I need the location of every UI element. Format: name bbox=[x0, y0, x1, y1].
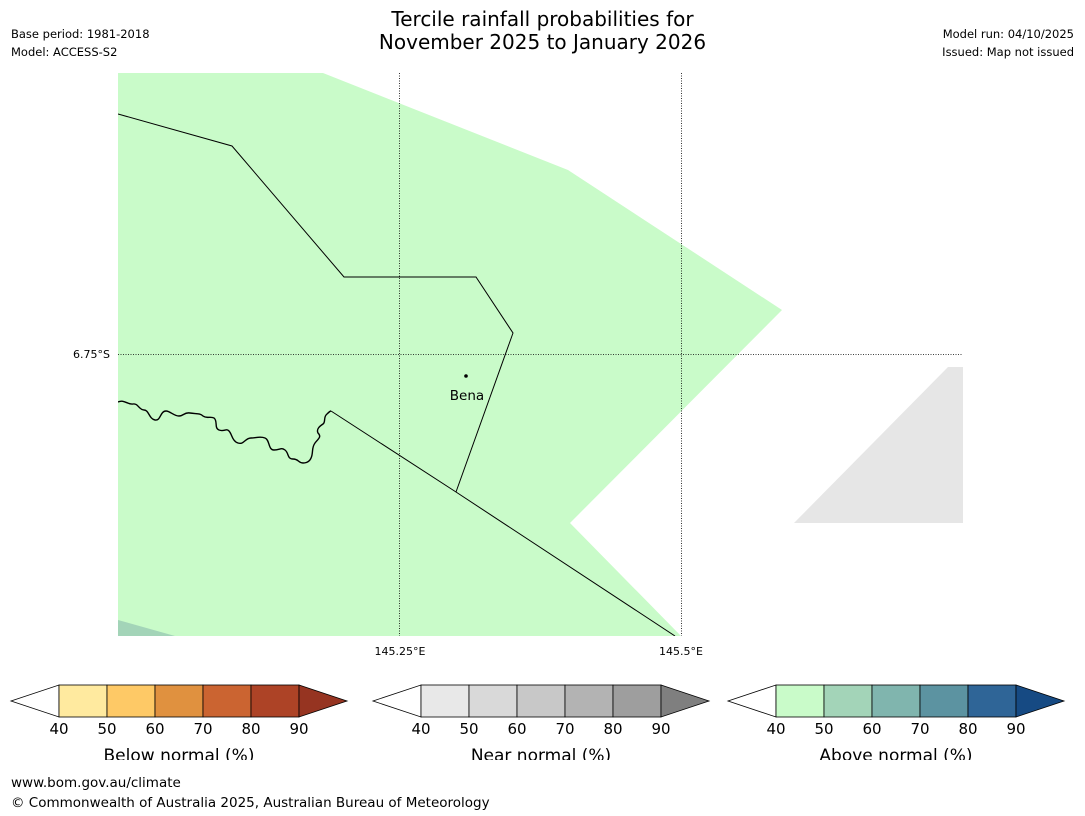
legend-below-tick-90: 90 bbox=[289, 720, 308, 738]
legend-near-tick-80: 80 bbox=[603, 720, 622, 738]
legend-above-tick-60: 60 bbox=[862, 720, 881, 738]
legend-above-high-extension bbox=[1015, 684, 1066, 718]
legend-near-cell-40 bbox=[420, 684, 470, 718]
legend-near-high-extension bbox=[660, 684, 711, 718]
town-label-bena: Bena bbox=[450, 388, 484, 404]
legend-above-tick-90: 90 bbox=[1006, 720, 1025, 738]
legend-above-normal: 40 50 60 70 80 90 Above normal (%) bbox=[726, 684, 1066, 760]
town-marker-bena bbox=[464, 374, 468, 378]
model-run: Model run: 04/10/2025 bbox=[942, 27, 1074, 41]
lat-label-6-75: 6.75°S bbox=[73, 348, 110, 361]
near-normal-40-50-region bbox=[794, 367, 963, 523]
meta-right: Model run: 04/10/2025 Issued: Map not is… bbox=[942, 25, 1074, 61]
legend-below-low-extension bbox=[9, 684, 60, 718]
meta-left: Base period: 1981-2018 Model: ACCESS-S2 bbox=[11, 25, 150, 61]
legend-near-low-extension bbox=[371, 684, 422, 718]
lon-label-145-5: 145.5°E bbox=[659, 645, 703, 658]
legend-near-cell-70 bbox=[564, 684, 614, 718]
legend-below-high-extension bbox=[298, 684, 349, 718]
issued-status: Issued: Map not issued bbox=[942, 45, 1074, 59]
legend-below-tick-80: 80 bbox=[241, 720, 260, 738]
legend-below-tick-50: 50 bbox=[97, 720, 116, 738]
legend-below-normal: 40 50 60 70 80 90 Below normal (%) bbox=[9, 684, 349, 760]
lon-label-145-25: 145.25°E bbox=[375, 645, 426, 658]
title-line-2: November 2025 to January 2026 bbox=[378, 30, 707, 54]
legend-above-title: Above normal (%) bbox=[819, 746, 972, 760]
footer-url[interactable]: www.bom.gov.au/climate bbox=[11, 775, 181, 791]
legend-below-cell-50 bbox=[106, 684, 156, 718]
legend-above-cell-70 bbox=[919, 684, 969, 718]
legend-near-cell-80 bbox=[612, 684, 662, 718]
legend-above-cell-80 bbox=[967, 684, 1017, 718]
legend-near-tick-60: 60 bbox=[507, 720, 526, 738]
model-name: Model: ACCESS-S2 bbox=[11, 45, 118, 59]
legend-below-tick-40: 40 bbox=[49, 720, 68, 738]
legend-near-cell-60 bbox=[516, 684, 566, 718]
legend-above-cell-60 bbox=[871, 684, 921, 718]
legend-near-tick-70: 70 bbox=[555, 720, 574, 738]
base-period: Base period: 1981-2018 bbox=[11, 27, 150, 41]
river-coastline bbox=[118, 400, 332, 464]
title-line-1: Tercile rainfall probabilities for bbox=[391, 7, 694, 31]
above-normal-40-50-region bbox=[118, 73, 782, 636]
legend-container: 40 50 60 70 80 90 Below normal (%) 40 50 60 70 80 9… bbox=[9, 684, 1066, 760]
footer-copyright: © Commonwealth of Australia 2025, Austra… bbox=[11, 795, 490, 811]
legend-near-tick-40: 40 bbox=[411, 720, 430, 738]
legend-below-tick-70: 70 bbox=[193, 720, 212, 738]
legend-above-tick-80: 80 bbox=[958, 720, 977, 738]
map-title: Tercile rainfall probabilities for Novem… bbox=[0, 8, 1085, 54]
legend-above-cell-50 bbox=[823, 684, 873, 718]
legend-near-tick-90: 90 bbox=[651, 720, 670, 738]
legend-below-tick-60: 60 bbox=[145, 720, 164, 738]
map-area[interactable]: Bena bbox=[118, 73, 963, 636]
province-boundary-north bbox=[118, 113, 514, 493]
legend-below-cell-70 bbox=[202, 684, 252, 718]
legend-above-cell-40 bbox=[775, 684, 825, 718]
legend-near-normal: 40 50 60 70 80 90 Near normal (%) bbox=[371, 684, 711, 760]
legend-near-title: Near normal (%) bbox=[471, 746, 611, 760]
legend-near-cell-50 bbox=[468, 684, 518, 718]
legend-below-cell-80 bbox=[250, 684, 300, 718]
province-boundary-south bbox=[330, 410, 676, 636]
legend-above-low-extension bbox=[726, 684, 777, 718]
legend-above-tick-50: 50 bbox=[814, 720, 833, 738]
legend-below-cell-40 bbox=[58, 684, 108, 718]
legend-below-title: Below normal (%) bbox=[104, 746, 255, 760]
legend-above-tick-40: 40 bbox=[766, 720, 785, 738]
above-normal-50-60-region bbox=[118, 620, 175, 636]
legend-near-tick-50: 50 bbox=[459, 720, 478, 738]
legend-below-cell-60 bbox=[154, 684, 204, 718]
legend-above-tick-70: 70 bbox=[910, 720, 929, 738]
